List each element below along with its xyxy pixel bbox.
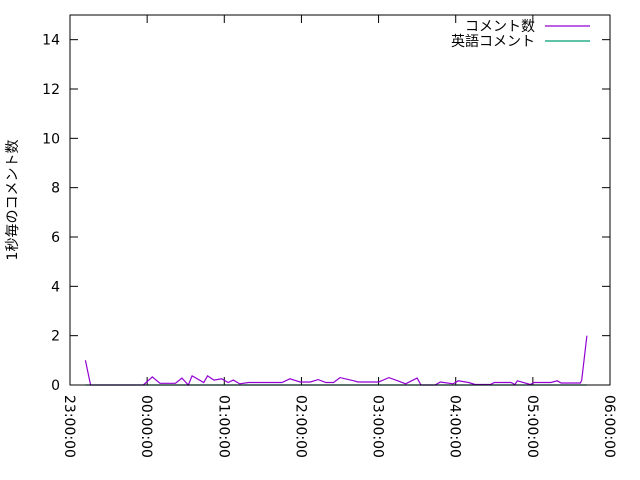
x-tick-label: 05:00:00 bbox=[524, 395, 540, 458]
x-tick-label: 03:00:00 bbox=[370, 395, 386, 458]
plot-border bbox=[69, 14, 611, 386]
x-tick-label: 06:00:00 bbox=[601, 395, 617, 458]
y-tick-label: 4 bbox=[51, 279, 60, 295]
y-tick-label: 6 bbox=[51, 230, 60, 246]
legend-label: コメント数 bbox=[465, 19, 535, 35]
y-tick-label: 12 bbox=[42, 82, 60, 98]
legend-label: 英語コメント bbox=[451, 33, 535, 50]
y-tick-label: 14 bbox=[42, 33, 60, 49]
x-tick-label: 04:00:00 bbox=[447, 395, 463, 458]
y-tick-label: 2 bbox=[51, 329, 60, 345]
axes: 0 2 4 6 8 10 12 14 23:00:00 00:00:00 01:00:00 02:00… bbox=[42, 15, 617, 458]
y-tick-label: 10 bbox=[42, 131, 60, 147]
series-group bbox=[84, 335, 588, 387]
y-tick-label: 0 bbox=[51, 378, 60, 394]
series-line bbox=[84, 335, 588, 387]
x-tick-label: 01:00:00 bbox=[215, 395, 231, 458]
y-tick-label: 8 bbox=[51, 181, 60, 197]
x-tick-label: 00:00:00 bbox=[138, 395, 154, 458]
x-tick-label: 23:00:00 bbox=[61, 395, 77, 458]
y-axis-label: 1秒毎のコメント数 bbox=[5, 140, 21, 261]
x-tick-label: 02:00:00 bbox=[292, 395, 308, 458]
